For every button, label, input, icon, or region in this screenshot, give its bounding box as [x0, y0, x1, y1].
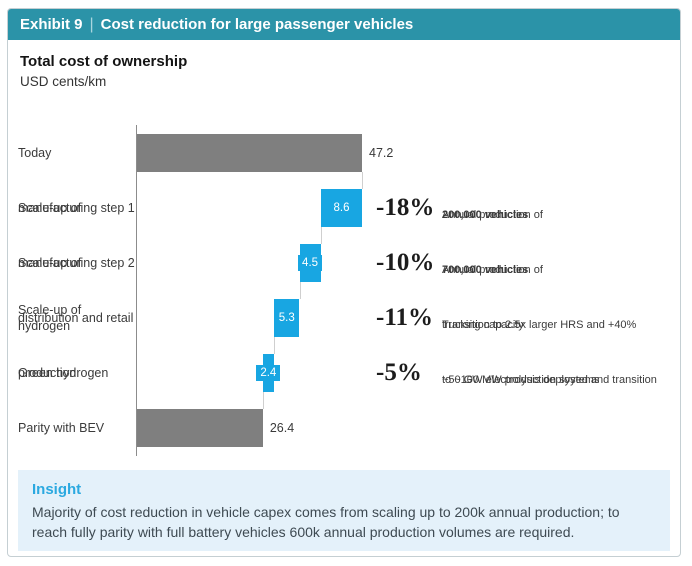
- bar-value-label: 4.5: [298, 255, 323, 271]
- axis-line: [136, 125, 137, 456]
- exhibit-header: Exhibit 9 | Cost reduction for large pas…: [8, 9, 680, 40]
- bar-total: [137, 134, 362, 172]
- bar-delta: 4.5: [298, 244, 323, 282]
- chart-subtitle-block: Total cost of ownership USD cents/km: [20, 53, 187, 89]
- row-label: Parity with BEV: [18, 421, 105, 435]
- percent-label: -5%: [376, 359, 422, 386]
- connector-line: [262, 392, 264, 409]
- chart-unit: USD cents/km: [20, 74, 107, 89]
- row-label: Scale-up of manufacturing step 2: [18, 256, 135, 270]
- bar-value-label: 8.6: [329, 200, 354, 216]
- bar-delta: 2.4: [256, 354, 281, 392]
- percent-label: -18%: [376, 194, 435, 221]
- percent-label: -11%: [376, 304, 433, 331]
- row-label: Scale-up of manufacturing step 1: [18, 201, 135, 215]
- row-label: Scale-up of hydrogen distribution and ret…: [18, 303, 134, 333]
- row-label: Today: [18, 146, 52, 160]
- exhibit-label: Exhibit 9: [20, 16, 83, 33]
- insight-label: Insight: [32, 481, 82, 498]
- insight-box: Insight Majority of cost reduction in ve…: [18, 470, 670, 551]
- bar-value-label: 26.4: [269, 421, 295, 435]
- bar-value-label: 47.2: [369, 146, 394, 160]
- percent-label: -10%: [376, 249, 435, 276]
- bar-delta: 5.3: [274, 299, 300, 337]
- bar-value-label: 2.4: [256, 365, 281, 381]
- connector-line: [321, 227, 322, 244]
- connector-line: [274, 337, 276, 354]
- chart-title: Total cost of ownership: [20, 53, 188, 70]
- header-separator: |: [89, 15, 94, 33]
- bar-value-label: 5.3: [274, 310, 299, 326]
- connector-line: [362, 172, 363, 189]
- row-label: Green hydrogen production: [18, 366, 109, 380]
- connector-line: [299, 282, 301, 299]
- bar-delta: 8.6: [321, 189, 362, 227]
- waterfall-chart: Today 47.2 Scale-up of manufacturing step 1…: [8, 121, 680, 471]
- bar-total: [137, 409, 263, 447]
- page-title: Cost reduction for large passenger vehic…: [100, 16, 414, 33]
- insight-text: Majority of cost reduction in vehicle ca…: [32, 504, 620, 541]
- exhibit-frame: Exhibit 9 | Cost reduction for large pas…: [7, 8, 681, 557]
